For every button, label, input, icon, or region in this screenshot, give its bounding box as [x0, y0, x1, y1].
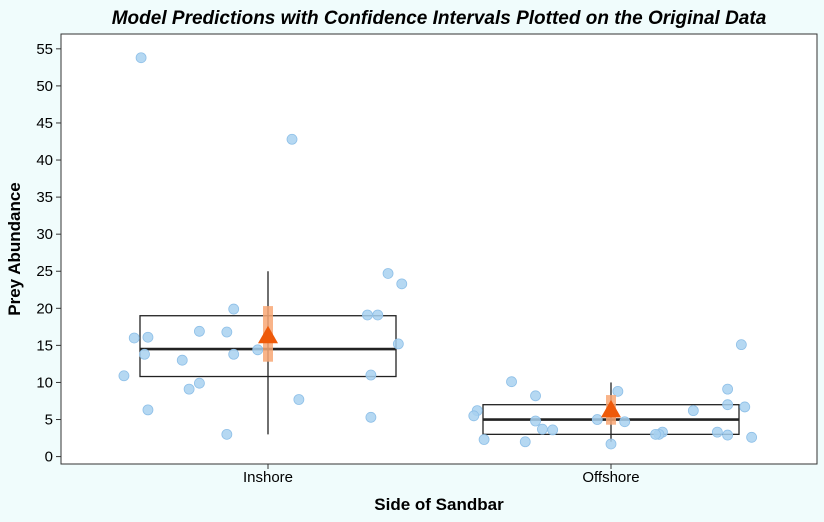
data-point: [372, 309, 384, 321]
y-tick-label: 30: [36, 226, 53, 243]
data-point: [519, 436, 531, 448]
data-point: [468, 410, 480, 422]
chart-title: Model Predictions with Confidence Interv…: [112, 8, 767, 29]
data-point: [722, 383, 734, 395]
y-tick-label: 50: [36, 78, 53, 95]
data-point: [128, 332, 140, 344]
data-point: [506, 376, 517, 388]
data-point: [228, 348, 240, 360]
data-point: [142, 404, 154, 416]
data-point: [605, 438, 617, 450]
prediction-triangle: [601, 399, 621, 418]
y-axis-title: Prey Abundance: [5, 182, 24, 316]
data-point: [530, 390, 541, 402]
data-point: [650, 428, 661, 440]
x-tick-label: Inshore: [243, 469, 293, 486]
data-point: [687, 405, 699, 417]
data-point: [746, 431, 758, 443]
y-tick-label: 5: [45, 412, 53, 429]
data-point: [252, 344, 264, 356]
data-point: [612, 385, 624, 397]
data-point: [537, 423, 548, 435]
y-tick-label: 55: [36, 41, 53, 58]
data-point: [142, 331, 154, 343]
data-point: [396, 278, 408, 290]
data-point: [193, 377, 205, 389]
y-tick-label: 45: [36, 115, 53, 132]
data-point: [118, 370, 130, 382]
data-point: [139, 348, 150, 360]
prediction-triangle: [258, 325, 278, 344]
data-point: [221, 428, 233, 440]
data-point: [135, 52, 147, 64]
plot-panel: [60, 33, 818, 465]
data-point: [591, 414, 603, 425]
data-point: [739, 401, 751, 413]
points-layer: [118, 52, 758, 450]
y-tick-label: 40: [36, 152, 53, 169]
y-tick-label: 20: [36, 300, 53, 317]
data-point: [711, 426, 723, 438]
data-point: [176, 354, 188, 366]
y-tick-label: 10: [36, 374, 53, 391]
data-point: [478, 434, 490, 445]
data-point: [365, 411, 377, 423]
y-tick-label: 15: [36, 337, 53, 354]
data-point: [183, 383, 195, 395]
data-point: [722, 429, 734, 441]
prediction-layer: [258, 306, 621, 425]
data-point: [392, 338, 404, 350]
data-point: [735, 339, 747, 351]
data-point: [286, 133, 298, 145]
data-point: [221, 326, 233, 338]
data-point: [193, 325, 205, 337]
data-point: [365, 369, 377, 381]
y-tick-label: 35: [36, 189, 53, 206]
x-axis-title: Side of Sandbar: [374, 495, 504, 514]
data-point: [619, 416, 631, 428]
data-point: [530, 415, 541, 427]
data-point: [382, 268, 394, 279]
x-tick-label: Offshore: [582, 469, 639, 486]
data-point: [362, 309, 373, 321]
data-point: [547, 424, 559, 436]
ticks-layer: 0 5 10 15 20 25 30 35 40 45 50 55 Inshore Offshore: [36, 41, 639, 486]
data-point: [293, 394, 305, 405]
data-point: [722, 399, 734, 411]
y-tick-label: 0: [45, 449, 53, 466]
data-point: [228, 303, 240, 315]
y-tick-label: 25: [36, 263, 53, 280]
